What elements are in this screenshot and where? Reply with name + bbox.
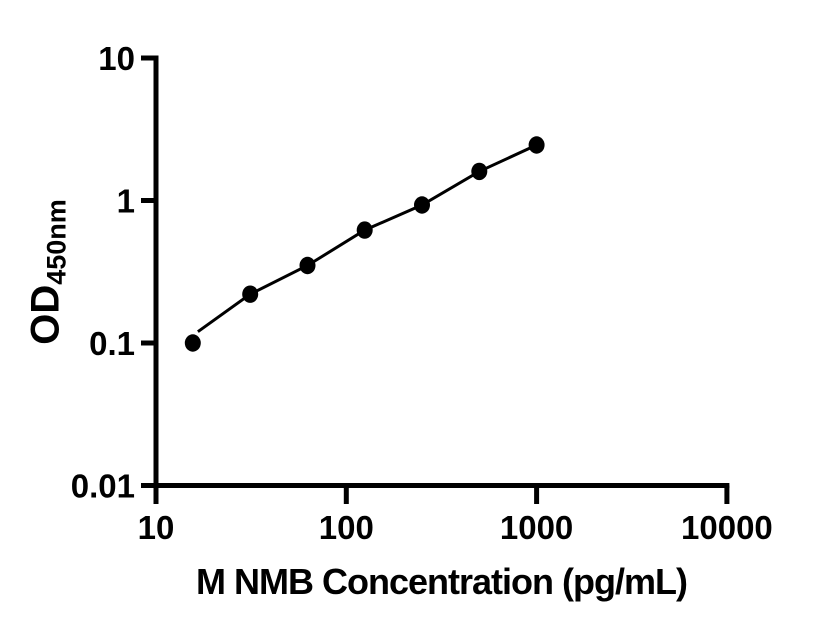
y-axis-tick-label: 1 <box>117 183 135 220</box>
data-point-marker <box>184 334 201 352</box>
y-axis-tick-label: 10 <box>98 40 135 77</box>
data-point-marker <box>471 162 488 181</box>
x-axis-tick-label: 10000 <box>681 509 773 546</box>
x-axis-tick-label: 1000 <box>500 509 573 546</box>
data-point-marker <box>299 256 316 275</box>
x-axis-tick-label: 100 <box>319 509 374 546</box>
x-axis-title: M NMB Concentration (pg/mL) <box>196 561 688 602</box>
y-axis-title: OD450nm <box>23 199 72 345</box>
data-point-marker <box>356 221 373 239</box>
data-point-marker <box>528 136 545 154</box>
data-point-marker <box>414 196 430 214</box>
y-axis-title-subscript: 450nm <box>41 199 72 285</box>
x-axis-tick-label: 10 <box>138 509 175 546</box>
data-point-marker <box>242 285 259 303</box>
y-axis-tick-label: 0.1 <box>89 325 135 362</box>
y-axis-tick-label: 0.01 <box>71 468 135 505</box>
y-axis-title-main: OD <box>23 284 68 345</box>
